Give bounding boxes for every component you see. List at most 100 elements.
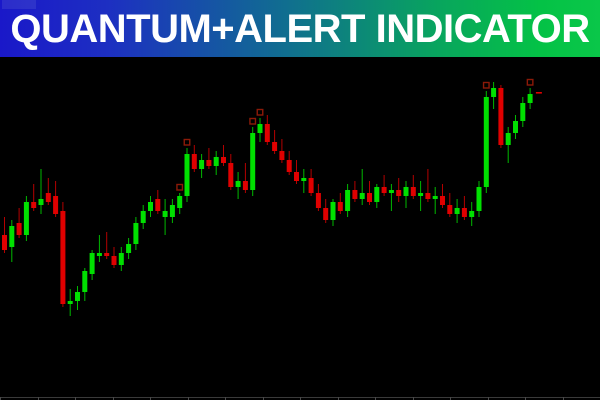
x-axis-tick	[187, 397, 189, 400]
candle-body-bearish	[206, 160, 212, 166]
candle-body-bearish	[45, 193, 51, 202]
candle-body-bearish	[31, 202, 37, 208]
candle-body-bearish	[2, 235, 7, 250]
candle-wick	[223, 145, 224, 166]
x-axis-tick	[562, 397, 564, 400]
x-axis-tick	[150, 397, 151, 400]
candle-wick	[434, 187, 436, 214]
candle-body-bullish	[432, 196, 438, 199]
candle-body-bearish	[440, 196, 445, 205]
candle-wick	[361, 169, 363, 205]
candle-wick	[40, 169, 42, 214]
candle-body-bullish	[359, 193, 365, 199]
candle-wick	[208, 148, 210, 169]
candle-body-bearish	[461, 208, 467, 217]
candle-body-bearish	[60, 211, 66, 304]
candle-body-bullish	[162, 211, 168, 217]
x-axis-tick	[0, 397, 1, 400]
candle-body-bearish	[104, 253, 110, 256]
candle-body-bearish	[16, 223, 22, 235]
x-axis-tick	[300, 397, 301, 400]
candle-body-bullish	[184, 154, 190, 196]
candle-wick	[390, 184, 392, 211]
candle-body-bullish	[250, 133, 256, 190]
candle-body-bullish	[235, 181, 241, 187]
candle-body-bullish	[82, 271, 88, 292]
candle-body-bearish	[294, 172, 299, 181]
candle-body-bullish	[374, 187, 380, 202]
candle-body-bullish	[133, 223, 139, 244]
candle-wick	[244, 163, 246, 193]
candle-body-bullish	[23, 202, 29, 235]
x-axis-tick	[262, 397, 264, 400]
candle-body-bullish	[388, 190, 394, 193]
candle-body-bearish	[264, 124, 270, 142]
x-axis-tick	[75, 397, 76, 400]
x-axis-tick	[225, 397, 226, 400]
candle-body-bullish	[491, 88, 497, 97]
candle-body-bullish	[257, 124, 263, 133]
candle-body-bearish	[272, 142, 278, 151]
candle-layer	[2, 82, 533, 316]
alert-marker-icon	[256, 108, 264, 116]
candle-body-bullish	[454, 208, 460, 214]
page-title: QUANTUM+ALERT INDICATOR	[10, 6, 590, 51]
candle-body-bearish	[228, 163, 234, 187]
candle-body-bullish	[199, 160, 205, 169]
candle-body-bearish	[221, 157, 226, 163]
candle-body-bullish	[469, 211, 475, 217]
candle-body-bearish	[279, 151, 285, 160]
alert-level-dash-icon	[535, 92, 542, 94]
candle-body-bearish	[498, 88, 504, 145]
candle-body-bullish	[75, 292, 80, 301]
x-axis-tick	[412, 397, 414, 400]
banner-header: QUANTUM+ALERT INDICATOR	[0, 0, 600, 57]
x-axis-tick	[375, 397, 376, 400]
candle-body-bullish	[169, 205, 175, 217]
candle-body-bullish	[505, 133, 511, 145]
alert-marker-icon	[183, 138, 191, 146]
candle-body-bullish	[513, 121, 518, 133]
candle-wick	[47, 178, 49, 205]
watermark-artifact	[2, 0, 36, 9]
candle-body-bullish	[520, 103, 526, 121]
candle-body-bearish	[308, 178, 314, 193]
candle-wick	[427, 169, 429, 202]
x-axis-tick	[450, 397, 451, 400]
candle-body-bullish	[476, 187, 482, 211]
x-axis-tick	[112, 397, 114, 400]
candle-body-bearish	[242, 181, 248, 190]
candle-body-bearish	[410, 187, 416, 196]
candle-wick	[33, 184, 35, 211]
candle-body-bullish	[213, 157, 219, 166]
candle-body-bullish	[118, 253, 124, 265]
candle-body-bearish	[155, 199, 161, 211]
candle-body-bearish	[447, 205, 453, 214]
candle-body-bearish	[381, 187, 387, 193]
candle-body-bullish	[38, 199, 44, 205]
candle-body-bullish	[96, 253, 102, 256]
candle-body-bearish	[352, 190, 358, 199]
candlestick-chart	[0, 57, 600, 400]
chart-canvas	[2, 78, 542, 316]
candle-body-bearish	[53, 196, 59, 214]
candle-wick	[106, 232, 108, 259]
candle-body-bullish	[9, 226, 15, 247]
alert-marker-icon	[482, 81, 490, 89]
candle-body-bullish	[89, 253, 95, 274]
candle-body-bearish	[367, 193, 372, 202]
x-axis-tick	[525, 397, 526, 400]
candle-body-bullish	[301, 178, 307, 181]
candle-wick	[98, 235, 100, 262]
alert-marker-icon	[176, 183, 184, 191]
candle-body-bearish	[286, 160, 292, 172]
candle-body-bullish	[403, 187, 409, 196]
candle-body-bearish	[191, 154, 197, 169]
candle-body-bearish	[315, 193, 321, 208]
candle-body-bullish	[345, 190, 351, 211]
candle-body-bullish	[177, 196, 183, 208]
x-axis-tick	[337, 397, 339, 400]
candle-body-bearish	[396, 190, 402, 196]
alert-marker-icon	[249, 117, 257, 125]
